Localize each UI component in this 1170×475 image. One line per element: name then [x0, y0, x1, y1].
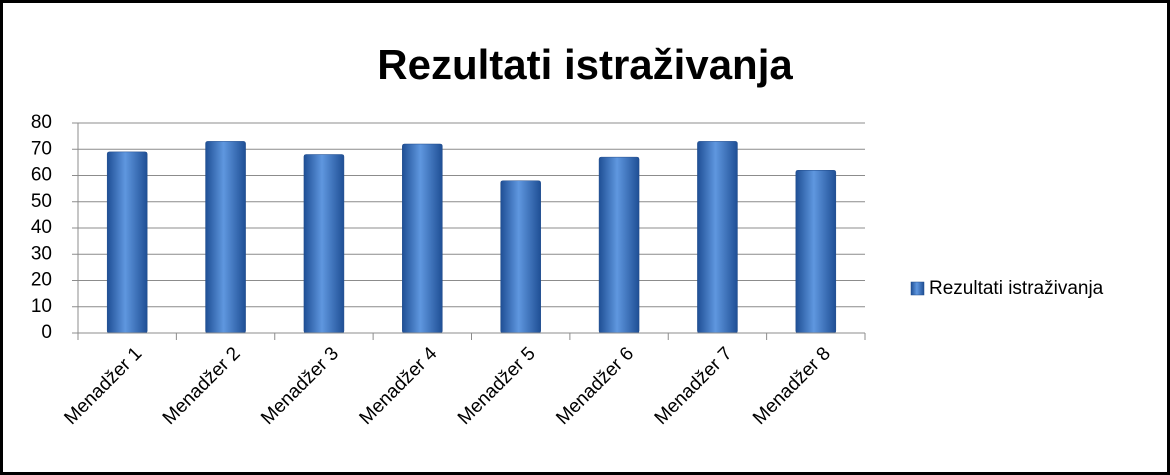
y-tick-label: 30 — [31, 243, 52, 264]
bar — [402, 143, 443, 334]
y-tick-label: 60 — [31, 165, 52, 186]
y-tick-label: 0 — [41, 322, 52, 343]
y-tick-label: 70 — [31, 138, 52, 159]
y-tick-label: 40 — [31, 217, 52, 238]
y-tick-label: 50 — [31, 191, 52, 212]
bar — [795, 170, 837, 334]
bar — [697, 141, 738, 334]
bar — [106, 151, 148, 334]
legend-swatch — [910, 281, 925, 296]
y-tick-label: 80 — [31, 112, 52, 133]
y-tick-label: 10 — [31, 296, 52, 317]
bar — [303, 154, 345, 334]
y-tick-label: 20 — [31, 270, 52, 291]
bar — [205, 141, 246, 334]
bar — [598, 156, 640, 334]
chart-title: Rezultati istraživanja — [377, 41, 793, 88]
legend-label: Rezultati istraživanja — [929, 278, 1104, 299]
bar — [500, 180, 541, 334]
